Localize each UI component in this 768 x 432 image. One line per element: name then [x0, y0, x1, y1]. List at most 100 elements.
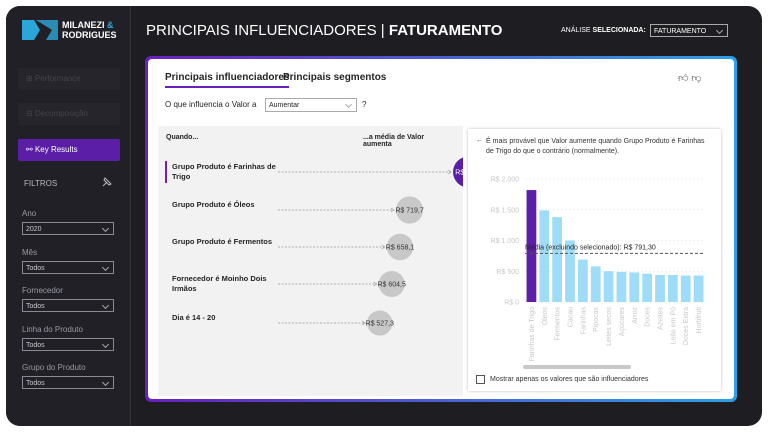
influencer-label: Dia é 14 - 20	[172, 313, 216, 322]
x-tick-label: Leites secos	[606, 307, 613, 346]
nav-button[interactable]: ⊞ Performance	[18, 68, 120, 90]
x-tick-label: Farinhas	[580, 307, 587, 335]
filters-title: FILTROS	[24, 179, 58, 188]
analysis-label-bold: SELECIONADA:	[592, 27, 646, 34]
visual-border: Principais influenciadores Principais se…	[145, 56, 737, 402]
analysis-dropdown[interactable]: FATURAMENTO	[650, 24, 728, 37]
checkbox[interactable]	[476, 375, 485, 384]
filter-dropdown[interactable]: Todos	[22, 260, 114, 274]
filter-label: Mês	[22, 247, 38, 257]
logo-text: MILANEZI & RODRIGUES	[62, 20, 117, 40]
checkbox-label: Mostrar apenas os valores que são influe…	[490, 376, 649, 383]
detail-description: É mais provável que Valor aumente quando…	[486, 138, 705, 155]
filter-label: Ano	[22, 209, 37, 218]
scrollbar	[523, 365, 631, 369]
x-tick-label: Cacau	[568, 307, 575, 327]
influencer-value: R$ 719,7	[395, 208, 424, 215]
influencer-value: R$ 658,1	[386, 245, 415, 252]
direction-dropdown[interactable]: Aumentar	[265, 98, 357, 112]
influencer-bubble	[378, 270, 405, 298]
title-text: PRINCIPAIS INFLUENCIADORES	[146, 22, 377, 39]
filter-dropdown[interactable]: Todos	[22, 376, 114, 389]
x-tick-label: Doces	[645, 307, 652, 327]
nav-label: Decomposição	[34, 109, 88, 118]
influencer-bubbles: R$ 1,1... R$ 719,7 R$ 658,1 R$ 604,5 R$ 527,…	[278, 157, 463, 336]
help-icon[interactable]: ?	[362, 100, 367, 109]
influencer-label: Grupo Produto é Fermentos	[172, 237, 273, 246]
y-tick-label: R$ 1.500	[491, 207, 520, 214]
page-title: PRINCIPAIS INFLUENCIADORES | FATURAMENTO	[146, 22, 502, 39]
influencer-bubble	[395, 196, 424, 224]
bar	[655, 274, 665, 302]
influencer-label: Grupo Produto é Óleos	[172, 200, 255, 209]
bar	[577, 259, 588, 302]
detail-chart: R$ 0 R$ 500 R$ 1.000 R$ 1.500 R$ 2.000 Farinh…	[491, 177, 705, 369]
filter-dropdown[interactable]: 2020	[22, 222, 114, 235]
sidebar: MILANEZI & RODRIGUES ⊞ Performance ⊟ Dec…	[6, 6, 131, 426]
title-separator: |	[380, 22, 385, 39]
y-tick-label: R$ 1.000	[491, 238, 520, 245]
bar	[642, 273, 653, 302]
influencer-value: R$ 527,3	[366, 321, 395, 328]
x-tick-label: Azeites	[658, 307, 665, 330]
column-header: ...a média de Valor aumenta	[363, 134, 425, 148]
connector-arrow	[361, 320, 366, 326]
influencer-label: Fornecedor é Moinho Dois Irmãos	[172, 274, 267, 293]
logo-line: MILANEZI	[62, 20, 105, 30]
filter-dropdown[interactable]: Todos	[22, 299, 114, 312]
connector-arrow	[373, 281, 378, 287]
x-tick-label: Hortifruti	[696, 307, 703, 334]
connector-arrow	[390, 207, 395, 213]
bar	[565, 240, 575, 302]
filter-label: Fornecedor	[22, 286, 63, 295]
analysis-label: ANÁLISE SELECIONADA:	[561, 27, 646, 34]
bar	[590, 266, 601, 302]
influencer-bubble	[386, 233, 414, 261]
analysis-label-text: ANÁLISE	[561, 27, 591, 34]
connector-arrow	[381, 244, 386, 250]
bar	[539, 210, 550, 302]
app-frame: MILANEZI & RODRIGUES ⊞ Performance ⊟ Dec…	[6, 6, 762, 426]
clear-filters-icon[interactable]	[100, 175, 114, 189]
filter-dropdown[interactable]: Todos	[22, 337, 114, 351]
y-tick-label: R$ 500	[496, 269, 519, 276]
nav-label: Key Results	[34, 145, 78, 154]
logo-amp: &	[107, 20, 114, 30]
influencer-value: R$ 604,5	[377, 282, 406, 289]
bar	[603, 271, 614, 302]
nav-label: Performance	[34, 74, 81, 83]
y-tick-label: R$ 0	[504, 300, 519, 307]
y-tick-label: R$ 2.000	[491, 177, 520, 184]
bar	[552, 217, 563, 302]
x-tick-label: Óleos	[540, 307, 549, 326]
bar	[616, 271, 627, 302]
filter-label: Grupo do Produto	[22, 363, 86, 372]
bar	[693, 275, 704, 302]
influencer-label: Grupo Produto é Farinhas de Trigo	[172, 162, 276, 181]
x-tick-label: Pipocas	[593, 307, 600, 332]
filter-label: Linha do Produto	[22, 324, 83, 334]
influencer-bubble	[453, 157, 463, 187]
logo-mark	[22, 20, 58, 40]
tab[interactable]: Principais segmentos	[283, 72, 387, 83]
x-tick-label: Leite em Pó	[670, 307, 677, 344]
connector-arrow	[447, 169, 452, 175]
tab[interactable]: Principais influenciadores	[165, 72, 290, 88]
bar	[680, 275, 691, 302]
bar	[667, 274, 678, 302]
x-tick-label: Arroz	[632, 307, 639, 324]
question-text: O que influencia o Valor a	[165, 100, 257, 109]
bar	[526, 190, 537, 302]
x-tick-label: Açúcares	[619, 307, 626, 337]
influencer-value: R$ 1,1...	[455, 170, 463, 177]
x-tick-label: Doces Extra	[683, 307, 690, 345]
feedback-icons[interactable]: 👍︎ 👎︎	[678, 73, 702, 84]
x-tick-label: Fermentos	[555, 307, 562, 341]
title-bold: FATURAMENTO	[388, 22, 503, 39]
nav-button[interactable]: ⊟ Decomposição	[18, 103, 120, 125]
column-header: Quando...	[166, 134, 199, 141]
nav-button[interactable]: ⚯ Key Results	[18, 139, 120, 161]
logo-line: RODRIGUES	[62, 30, 117, 40]
key-influencers-visual: Principais influenciadores Principais se…	[148, 59, 734, 399]
